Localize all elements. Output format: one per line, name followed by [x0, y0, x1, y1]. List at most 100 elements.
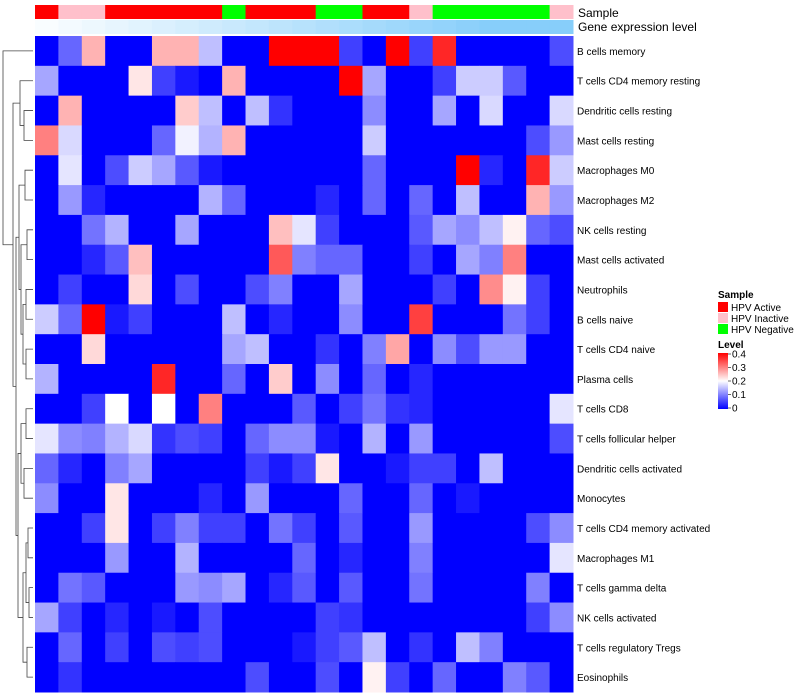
heatmap-cell: [409, 662, 434, 693]
heatmap-cell: [198, 453, 223, 484]
row-label: Mast cells activated: [577, 256, 664, 267]
heatmap-cell: [409, 423, 434, 454]
heatmap-cell: [35, 244, 59, 276]
heatmap-cell: [526, 334, 551, 365]
heatmap-cell: [58, 364, 83, 395]
expression-annotation-bar: [35, 20, 574, 34]
heatmap-cell: [128, 185, 153, 216]
dendrogram-branch: [25, 542, 29, 603]
heatmap-cell: [245, 185, 270, 216]
dendrogram-branch: [25, 408, 33, 439]
heatmap-cell: [151, 542, 176, 574]
heatmap-cell: [198, 185, 223, 216]
heatmap-cell: [175, 572, 200, 604]
heatmap-cell: [456, 65, 480, 97]
heatmap-cell: [292, 304, 317, 335]
heatmap-cell: [526, 513, 551, 544]
heatmap-cell: [151, 125, 176, 156]
heatmap-cell: [456, 513, 480, 544]
heatmap-cell: [222, 95, 247, 126]
heatmap-cell: [385, 662, 410, 693]
heatmap-cell: [385, 364, 410, 395]
heatmap-cell: [175, 513, 200, 544]
heatmap-cell: [385, 602, 410, 633]
heatmap-cell: [198, 602, 223, 633]
heatmap-cell: [362, 542, 387, 574]
row-label: T cells CD4 naive: [577, 345, 656, 356]
heatmap-cell: [409, 95, 434, 126]
heatmap-cell: [151, 453, 176, 484]
heatmap-cell: [362, 602, 387, 633]
heatmap-cell: [58, 572, 83, 604]
heatmap-cell: [222, 364, 247, 395]
heatmap-cell: [35, 513, 59, 544]
sample-annotation-cell: [339, 5, 363, 19]
heatmap-cell: [58, 423, 83, 454]
heatmap-cell: [549, 274, 574, 305]
heatmap-cell: [385, 155, 410, 186]
heatmap-cell: [175, 65, 200, 97]
heatmap-cell: [81, 304, 106, 335]
heatmap-cell: [526, 274, 551, 305]
heatmap-cell: [198, 155, 223, 186]
heatmap-cell: [409, 483, 434, 514]
heatmap-cell: [315, 572, 340, 604]
sample-annotation-cell: [292, 5, 317, 19]
heatmap-cell: [198, 334, 223, 365]
heatmap-cell: [128, 483, 153, 514]
heatmap-cell: [339, 602, 363, 633]
heatmap-cell: [222, 155, 247, 186]
sample-annotation-cell: [58, 5, 83, 19]
heatmap-cell: [526, 662, 551, 693]
heatmap-cell: [526, 185, 551, 216]
heatmap-cell: [502, 304, 527, 335]
heatmap-cell: [58, 95, 83, 126]
heatmap-cell: [432, 36, 457, 67]
sample-annotation-cell: [432, 5, 457, 19]
heatmap-cell: [432, 453, 457, 484]
heatmap-cell: [198, 274, 223, 305]
row-label: NK cells resting: [577, 226, 646, 237]
heatmap-cell: [105, 125, 130, 156]
heatmap-cell: [81, 662, 106, 693]
expression-annotation-cell: [362, 20, 387, 34]
heatmap-cell: [432, 125, 457, 156]
heatmap-cell: [175, 155, 200, 186]
dendrogram-branch: [25, 289, 33, 320]
sample-annotation-cell: [35, 5, 59, 19]
heatmap-cell: [549, 572, 574, 604]
heatmap-cell: [502, 334, 527, 365]
heatmap-cell: [479, 483, 504, 514]
heatmap-cell: [479, 542, 504, 574]
heatmap-cell: [58, 662, 83, 693]
heatmap-cell: [128, 572, 153, 604]
heatmap-cell: [245, 423, 270, 454]
heatmap-cell: [268, 274, 293, 305]
heatmap-cell: [198, 513, 223, 544]
dendrogram-branch: [20, 423, 26, 484]
heatmap-cell: [456, 453, 480, 484]
expression-annotation-cell: [409, 20, 434, 34]
heatmap-cell: [151, 662, 176, 693]
heatmap-cell: [456, 334, 480, 365]
heatmap-cell: [222, 483, 247, 514]
level-color-bar: [718, 353, 728, 409]
heatmap-cell: [268, 155, 293, 186]
heatmap-cell: [81, 423, 106, 454]
heatmap-cell: [292, 185, 317, 216]
heatmap-cell: [456, 662, 480, 693]
heatmap-cell: [58, 602, 83, 633]
sample-annotation-cell: [245, 5, 270, 19]
heatmap-cell: [81, 602, 106, 633]
heatmap-cell: [128, 542, 153, 574]
heatmap-cell: [35, 572, 59, 604]
heatmap-cell: [385, 214, 410, 246]
heatmap-cell: [81, 125, 106, 156]
heatmap-cell: [35, 274, 59, 305]
heatmap-cell: [456, 423, 480, 454]
expression-annotation-cell: [526, 20, 551, 34]
heatmap-cell: [432, 393, 457, 425]
heatmap-cell: [479, 453, 504, 484]
heatmap-cell: [456, 304, 480, 335]
heatmap-cells: [35, 36, 574, 693]
